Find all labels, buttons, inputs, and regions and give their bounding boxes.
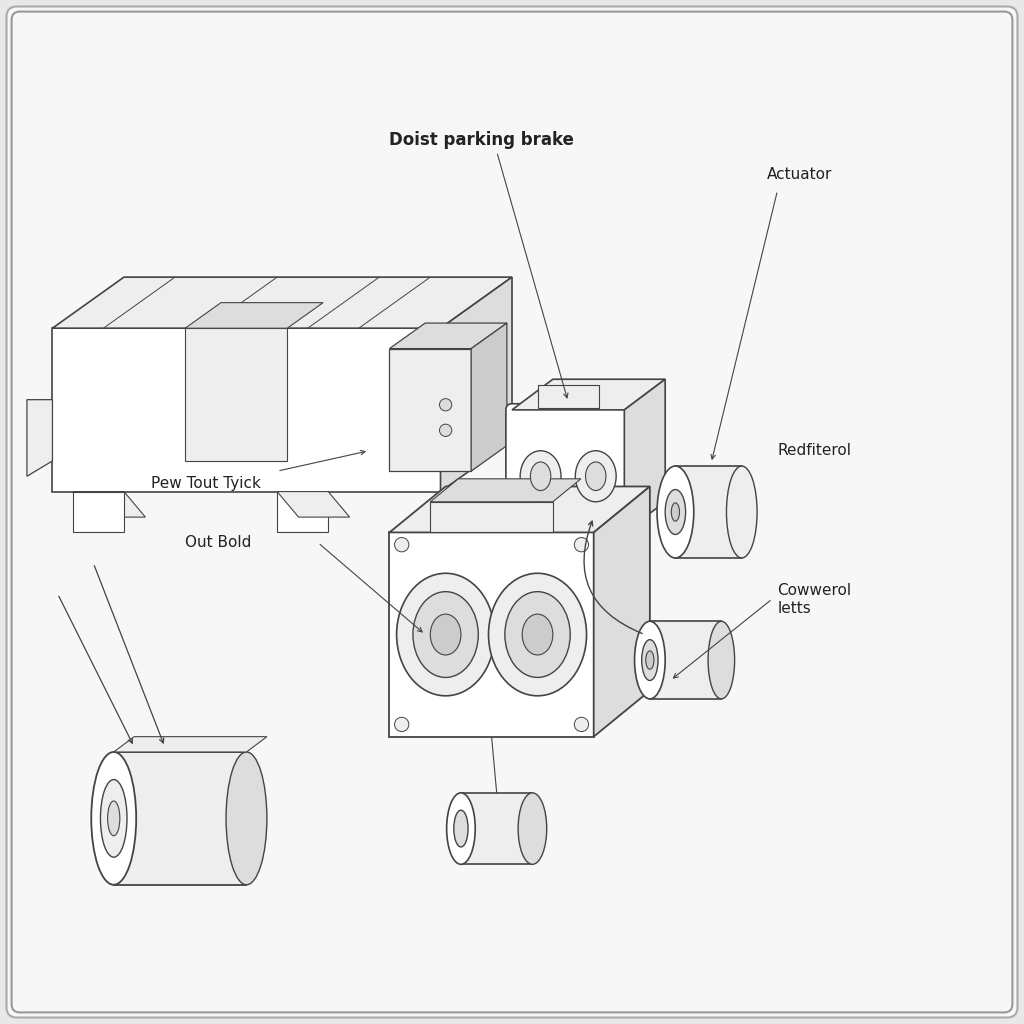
Polygon shape — [278, 492, 349, 517]
Ellipse shape — [394, 717, 409, 731]
FancyArrowPatch shape — [584, 521, 642, 634]
Ellipse shape — [657, 466, 694, 558]
Ellipse shape — [635, 622, 666, 699]
Polygon shape — [114, 752, 247, 885]
Text: Doist parking brake: Doist parking brake — [389, 131, 573, 150]
Polygon shape — [114, 736, 267, 752]
FancyBboxPatch shape — [6, 6, 1018, 1018]
Polygon shape — [389, 532, 594, 736]
Ellipse shape — [642, 640, 658, 681]
Ellipse shape — [574, 717, 589, 731]
Polygon shape — [278, 492, 328, 532]
Ellipse shape — [430, 614, 461, 655]
Text: Actuator: Actuator — [767, 168, 833, 182]
Ellipse shape — [226, 752, 267, 885]
Ellipse shape — [446, 793, 475, 864]
Ellipse shape — [574, 538, 589, 552]
Text: Redfiterol: Redfiterol — [777, 443, 852, 458]
Ellipse shape — [394, 538, 409, 552]
Ellipse shape — [108, 801, 120, 836]
Ellipse shape — [575, 451, 616, 502]
Text: Cowwerol
letts: Cowwerol letts — [777, 584, 852, 615]
Ellipse shape — [439, 398, 452, 411]
Ellipse shape — [100, 779, 127, 857]
Ellipse shape — [488, 573, 587, 696]
Ellipse shape — [586, 462, 606, 490]
Ellipse shape — [439, 424, 452, 436]
Polygon shape — [625, 379, 666, 532]
Polygon shape — [52, 328, 440, 492]
Polygon shape — [389, 324, 507, 348]
Ellipse shape — [646, 651, 654, 670]
Polygon shape — [73, 492, 145, 517]
Text: Out Bold: Out Bold — [185, 536, 252, 550]
Ellipse shape — [505, 592, 570, 678]
Ellipse shape — [520, 451, 561, 502]
Text: Pew Tout Tyick: Pew Tout Tyick — [151, 476, 260, 492]
Polygon shape — [676, 466, 741, 558]
Polygon shape — [430, 479, 581, 502]
Polygon shape — [461, 793, 532, 864]
Ellipse shape — [522, 614, 553, 655]
Polygon shape — [512, 379, 666, 410]
Polygon shape — [185, 328, 288, 461]
Ellipse shape — [666, 489, 686, 535]
Polygon shape — [185, 303, 324, 328]
Ellipse shape — [91, 752, 136, 885]
Polygon shape — [52, 278, 512, 328]
Ellipse shape — [726, 466, 757, 558]
Polygon shape — [430, 502, 553, 532]
Ellipse shape — [672, 503, 680, 521]
Polygon shape — [440, 278, 512, 492]
Polygon shape — [650, 622, 721, 699]
Polygon shape — [73, 492, 124, 532]
FancyBboxPatch shape — [506, 403, 631, 539]
Polygon shape — [389, 486, 650, 532]
Polygon shape — [389, 348, 471, 471]
Ellipse shape — [396, 573, 495, 696]
Ellipse shape — [454, 810, 468, 847]
Bar — [538, 385, 599, 408]
Ellipse shape — [413, 592, 478, 678]
Polygon shape — [594, 486, 650, 736]
Ellipse shape — [530, 462, 551, 490]
Ellipse shape — [518, 793, 547, 864]
Ellipse shape — [708, 622, 734, 699]
Polygon shape — [27, 399, 52, 476]
Polygon shape — [471, 324, 507, 471]
